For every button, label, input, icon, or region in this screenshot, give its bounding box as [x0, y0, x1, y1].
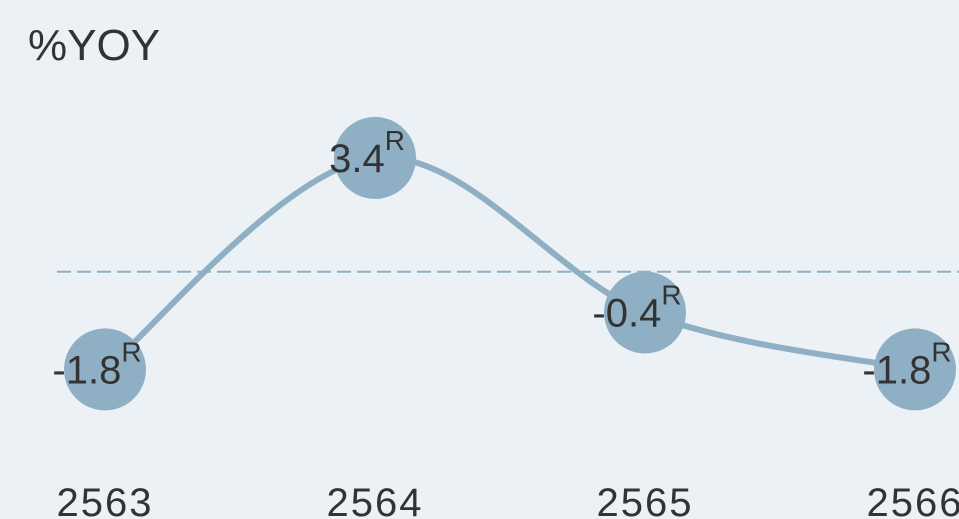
y-axis-label: %YOY: [28, 21, 160, 70]
point: [334, 116, 416, 199]
point: [874, 328, 956, 411]
data-label-value: -1.8: [862, 348, 931, 392]
data-label: -1.8R: [52, 336, 141, 392]
data-label-value: -0.4: [592, 291, 661, 335]
x-tick-label: 2566: [867, 481, 959, 519]
data-label: -1.8R: [862, 336, 951, 392]
line: [103, 154, 916, 373]
x-tick-label: 2563: [57, 481, 154, 519]
data-label-mark: R: [931, 336, 951, 367]
point: [604, 271, 686, 354]
x-tick-label: 2564: [327, 481, 424, 519]
data-label-mark: R: [121, 336, 141, 367]
data-label: -0.4R: [592, 279, 681, 335]
x-tick-label: 2565: [597, 481, 694, 519]
data-label-value: -1.8: [52, 348, 121, 392]
data-label: 3.4R: [329, 125, 405, 181]
data-label-mark: R: [385, 125, 405, 156]
point: [64, 328, 146, 411]
data-label-mark: R: [661, 279, 681, 310]
data-label-value: 3.4: [329, 137, 385, 181]
